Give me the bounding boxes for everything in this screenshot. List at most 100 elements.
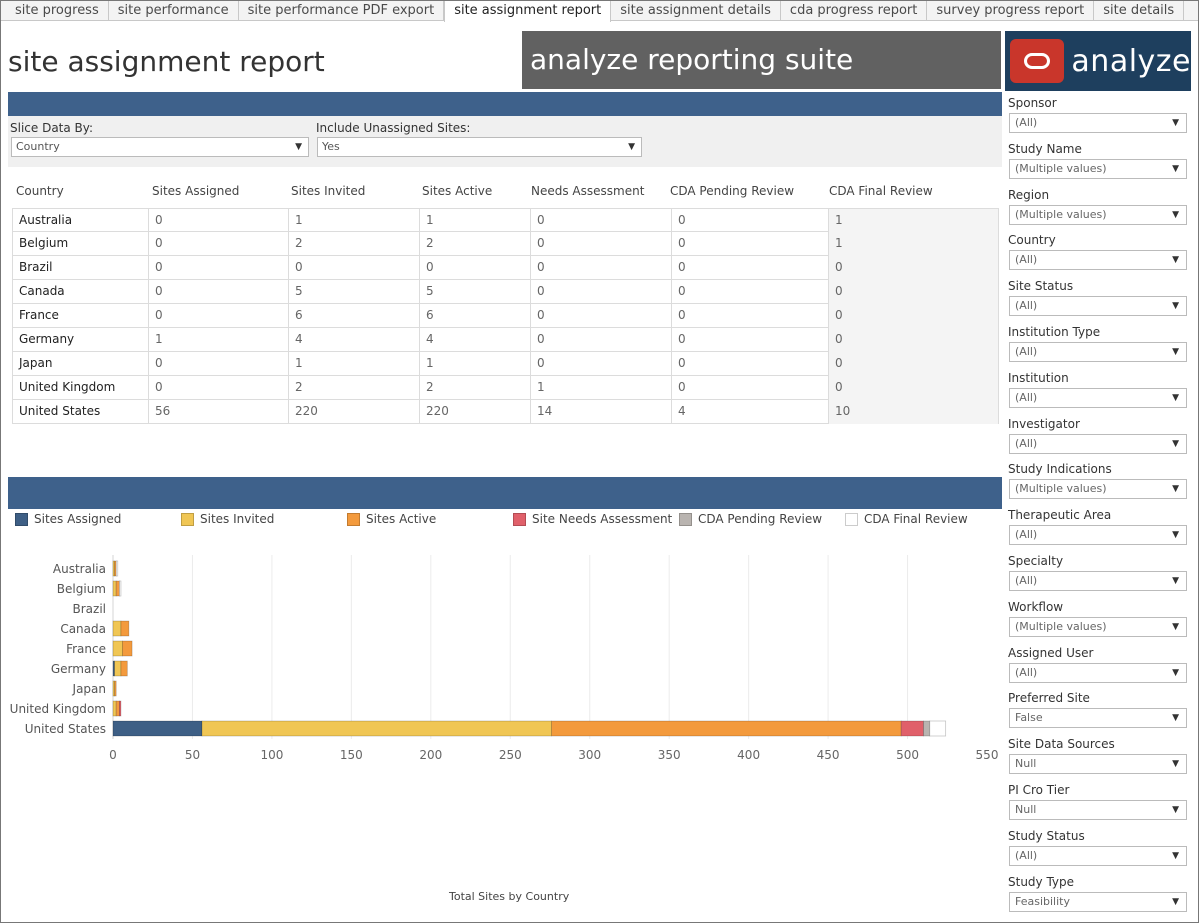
filter-institution-type-dropdown[interactable]: (All) ▼: [1009, 341, 1187, 362]
legend-label: CDA Pending Review: [698, 512, 823, 526]
table-row[interactable]: Canada 0 5 5 0 0 0: [12, 280, 999, 304]
filter-country-dropdown[interactable]: (All) ▼: [1009, 250, 1187, 271]
table-cell: 0: [148, 376, 288, 400]
column-header[interactable]: Needs Assessment: [531, 184, 645, 198]
filter-workflow: Workflow (Multiple values) ▼: [1005, 599, 1191, 645]
column-header[interactable]: CDA Pending Review: [670, 184, 795, 198]
filter-preferred-site-dropdown[interactable]: False ▼: [1009, 708, 1187, 729]
legend-swatch: [513, 512, 526, 526]
table-cell: 1: [419, 209, 530, 233]
filter-study-name-dropdown[interactable]: (Multiple values) ▼: [1009, 158, 1187, 179]
table-row[interactable]: United States 56 220 220 14 4 10: [12, 400, 999, 424]
tab-site-assignment-details[interactable]: site assignment details: [611, 1, 781, 21]
filter-pi-cro-tier-dropdown[interactable]: Null ▼: [1009, 799, 1187, 820]
tab-cda-progress-report[interactable]: cda progress report: [781, 1, 928, 21]
analyze-logo: analyze: [1005, 31, 1191, 91]
filter-value: (Multiple values): [1015, 482, 1107, 496]
category-label: United States: [25, 722, 106, 736]
country-cell: Brazil: [12, 256, 148, 280]
column-header[interactable]: Sites Invited: [291, 184, 366, 198]
table-row[interactable]: Japan 0 1 1 0 0 0: [12, 352, 999, 376]
filter-study-indications-dropdown[interactable]: (Multiple values) ▼: [1009, 479, 1187, 500]
include-unassigned-dropdown[interactable]: Yes ▼: [317, 137, 642, 157]
table-row[interactable]: France 0 6 6 0 0 0: [12, 304, 999, 328]
legend-item[interactable]: CDA Pending Review: [679, 512, 822, 526]
chart-section-bar: [8, 477, 1002, 509]
x-tick-label: 300: [578, 748, 601, 762]
tab-site-details[interactable]: site details: [1094, 1, 1185, 21]
chevron-down-icon: ▼: [1172, 896, 1179, 907]
table-row[interactable]: Germany 1 4 4 0 0 0: [12, 328, 999, 352]
bar-segment: [120, 620, 130, 637]
x-tick-label: 400: [737, 748, 760, 762]
filter-site-data-sources-dropdown[interactable]: Null ▼: [1009, 754, 1187, 775]
legend-swatch: [845, 512, 858, 526]
filter-label: Investigator: [1008, 416, 1080, 431]
x-tick-label: 450: [817, 748, 840, 762]
filter-institution-type: Institution Type (All) ▼: [1005, 324, 1191, 370]
table-cell: 4: [419, 328, 530, 352]
legend-item[interactable]: Sites Active: [347, 512, 436, 526]
table-cell: 0: [671, 209, 828, 233]
filter-site-status-dropdown[interactable]: (All) ▼: [1009, 296, 1187, 317]
filter-study-status-dropdown[interactable]: (All) ▼: [1009, 845, 1187, 866]
tab-bar: site progress site performance site perf…: [1, 1, 1198, 22]
filter-site-data-sources: Site Data Sources Null ▼: [1005, 736, 1191, 782]
chevron-down-icon: ▼: [1172, 438, 1179, 449]
column-header[interactable]: Sites Active: [422, 184, 493, 198]
tab-site-performance[interactable]: site performance: [109, 1, 239, 21]
table-cell: 2: [288, 232, 419, 256]
table-cell: 0: [148, 232, 288, 256]
legend-item[interactable]: Site Needs Assessment: [513, 512, 672, 526]
filter-study-status: Study Status (All) ▼: [1005, 828, 1191, 874]
legend-label: Sites Invited: [200, 512, 275, 526]
table-row[interactable]: Brazil 0 0 0 0 0 0: [12, 256, 999, 280]
bar-segment: [112, 620, 122, 637]
filter-value: (All): [1015, 848, 1038, 862]
bar-segment: [114, 680, 117, 697]
tab-site-progress[interactable]: site progress: [6, 1, 109, 21]
filter-region-dropdown[interactable]: (Multiple values) ▼: [1009, 204, 1187, 225]
tab-site-performance-pdf-export[interactable]: site performance PDF export: [239, 1, 445, 21]
legend-item[interactable]: Sites Assigned: [15, 512, 121, 526]
x-tick-label: 550: [976, 748, 999, 762]
filter-therapeutic-area-dropdown[interactable]: (All) ▼: [1009, 525, 1187, 546]
column-header[interactable]: CDA Final Review: [829, 184, 933, 198]
bar-segment: [119, 700, 122, 717]
table-row[interactable]: United Kingdom 0 2 2 1 0 0: [12, 376, 999, 400]
filter-workflow-dropdown[interactable]: (Multiple values) ▼: [1009, 616, 1187, 637]
country-cell: France: [12, 304, 148, 328]
country-cell: Canada: [12, 280, 148, 304]
chevron-down-icon: ▼: [1172, 301, 1179, 312]
tab-site-assignment-report[interactable]: site assignment report: [444, 1, 612, 22]
suite-banner: analyze reporting suite: [522, 31, 1001, 89]
legend-item[interactable]: Sites Invited: [181, 512, 274, 526]
filter-institution-dropdown[interactable]: (All) ▼: [1009, 387, 1187, 408]
legend-item[interactable]: CDA Final Review: [845, 512, 968, 526]
filter-specialty: Specialty (All) ▼: [1005, 553, 1191, 599]
table-header: Country Sites Assigned Sites Invited Sit…: [8, 184, 1002, 204]
legend-swatch: [181, 512, 194, 526]
filter-assigned-user-dropdown[interactable]: (All) ▼: [1009, 662, 1187, 683]
tab-survey-progress-report[interactable]: survey progress report: [927, 1, 1095, 21]
legend-swatch: [679, 512, 692, 526]
filter-specialty-dropdown[interactable]: (All) ▼: [1009, 570, 1187, 591]
filter-investigator-dropdown[interactable]: (All) ▼: [1009, 433, 1187, 454]
column-header[interactable]: Country: [16, 184, 64, 198]
column-header[interactable]: Sites Assigned: [152, 184, 240, 198]
filter-sponsor-dropdown[interactable]: (All) ▼: [1009, 113, 1187, 133]
filter-value: Null: [1015, 802, 1037, 816]
chevron-down-icon: ▼: [1172, 530, 1179, 541]
slice-data-dropdown[interactable]: Country ▼: [11, 137, 309, 157]
bar-segment: [112, 580, 117, 597]
table-cell: 2: [288, 376, 419, 400]
bar-segment: [119, 580, 122, 597]
table-row[interactable]: Belgium 0 2 2 0 0 1: [12, 232, 999, 256]
filter-institution: Institution (All) ▼: [1005, 370, 1191, 416]
table-cell: 1: [288, 352, 419, 376]
table-row[interactable]: Australia 0 1 1 0 0 1: [12, 208, 999, 233]
filter-study-type-dropdown[interactable]: Feasibility ▼: [1009, 891, 1187, 912]
filter-value: (All): [1015, 116, 1038, 129]
filter-therapeutic-area: Therapeutic Area (All) ▼: [1005, 507, 1191, 553]
table-cell: 0: [530, 256, 671, 280]
